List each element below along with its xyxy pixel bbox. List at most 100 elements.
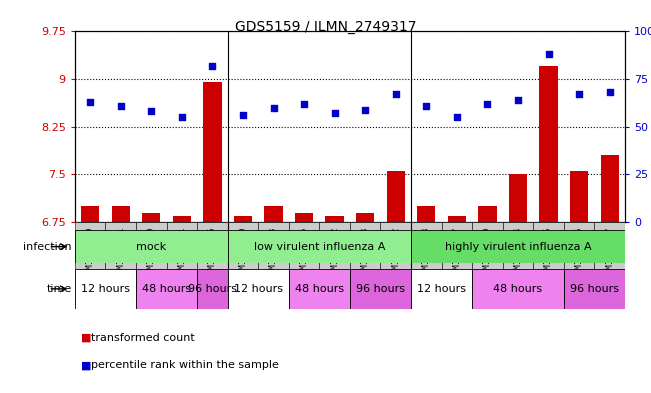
Text: 96 hours: 96 hours: [356, 284, 405, 294]
Text: GSM1350020: GSM1350020: [146, 226, 156, 279]
Bar: [320, 222, 350, 303]
Bar: [228, 222, 258, 303]
Point: [482, 101, 493, 107]
Point: [605, 89, 615, 95]
Bar: [411, 222, 441, 303]
Text: 48 hours: 48 hours: [142, 284, 191, 294]
Bar: [564, 269, 625, 309]
Text: GSM1349996: GSM1349996: [208, 226, 217, 279]
Bar: [105, 222, 136, 303]
Bar: [173, 216, 191, 222]
Point: [544, 51, 554, 57]
Text: 12 hours: 12 hours: [417, 284, 466, 294]
Bar: [142, 213, 160, 222]
Bar: [441, 222, 472, 303]
Text: GSM1350000: GSM1350000: [238, 226, 247, 279]
Bar: [289, 222, 320, 303]
Text: GSM1350003: GSM1350003: [422, 226, 431, 279]
Bar: [564, 222, 594, 303]
Text: GSM1350025: GSM1350025: [544, 226, 553, 279]
Text: 96 hours: 96 hours: [188, 284, 237, 294]
Text: 48 hours: 48 hours: [295, 284, 344, 294]
Text: transformed count: transformed count: [91, 333, 195, 343]
Bar: [228, 230, 411, 263]
Bar: [509, 174, 527, 222]
Bar: [75, 269, 136, 309]
Text: low virulent influenza A: low virulent influenza A: [254, 242, 385, 252]
Point: [85, 99, 95, 105]
Bar: [533, 222, 564, 303]
Point: [115, 103, 126, 109]
Bar: [197, 222, 228, 303]
Bar: [258, 222, 289, 303]
Bar: [472, 269, 564, 309]
Bar: [228, 269, 289, 309]
Text: GSM1350024: GSM1350024: [514, 226, 523, 279]
Text: ■: ■: [81, 333, 92, 343]
Bar: [326, 216, 344, 222]
Point: [176, 114, 187, 120]
Text: GSM1350017: GSM1350017: [452, 226, 462, 279]
Point: [391, 91, 401, 97]
Bar: [594, 222, 625, 303]
Bar: [356, 213, 374, 222]
Point: [329, 110, 340, 117]
Text: GSM1350013: GSM1350013: [269, 226, 278, 279]
Point: [146, 108, 156, 115]
Bar: [411, 230, 625, 263]
Bar: [350, 222, 380, 303]
Text: percentile rank within the sample: percentile rank within the sample: [91, 360, 279, 371]
Point: [360, 107, 370, 113]
Bar: [75, 230, 228, 263]
Text: GSM1350021: GSM1350021: [177, 226, 186, 279]
Text: time: time: [46, 284, 72, 294]
Text: GSM1350007: GSM1350007: [605, 226, 614, 279]
Bar: [136, 269, 197, 309]
Point: [513, 97, 523, 103]
Text: 96 hours: 96 hours: [570, 284, 619, 294]
Text: mock: mock: [136, 242, 167, 252]
Point: [268, 105, 279, 111]
Bar: [111, 206, 130, 222]
Bar: [540, 66, 558, 222]
Text: GSM1350002: GSM1350002: [391, 226, 400, 279]
Point: [207, 62, 217, 69]
Text: 12 hours: 12 hours: [234, 284, 283, 294]
Bar: [570, 171, 589, 222]
Bar: [75, 222, 105, 303]
Text: GSM1350015: GSM1350015: [299, 226, 309, 279]
Text: infection: infection: [23, 242, 72, 252]
Bar: [234, 216, 252, 222]
Bar: [472, 222, 503, 303]
Bar: [295, 213, 313, 222]
Text: ■: ■: [81, 360, 92, 371]
Text: GSM1350022: GSM1350022: [330, 226, 339, 279]
Bar: [380, 222, 411, 303]
Point: [299, 101, 309, 107]
Bar: [417, 206, 436, 222]
Point: [452, 114, 462, 120]
Point: [574, 91, 585, 97]
Text: GSM1350011: GSM1350011: [117, 226, 125, 279]
Bar: [387, 171, 405, 222]
Point: [421, 103, 432, 109]
Bar: [503, 222, 533, 303]
Text: 12 hours: 12 hours: [81, 284, 130, 294]
Bar: [478, 206, 497, 222]
Bar: [411, 269, 472, 309]
Bar: [600, 155, 619, 222]
Text: GSM1350009: GSM1350009: [86, 226, 94, 279]
Bar: [197, 269, 228, 309]
Text: GDS5159 / ILMN_2749317: GDS5159 / ILMN_2749317: [235, 20, 416, 34]
Text: GSM1350005: GSM1350005: [575, 226, 583, 279]
Bar: [264, 206, 283, 222]
Text: GSM1350019: GSM1350019: [483, 226, 492, 279]
Bar: [448, 216, 466, 222]
Bar: [203, 82, 221, 222]
Point: [238, 112, 248, 118]
Bar: [350, 269, 411, 309]
Bar: [136, 222, 167, 303]
Bar: [289, 269, 350, 309]
Bar: [167, 222, 197, 303]
Bar: [81, 206, 100, 222]
